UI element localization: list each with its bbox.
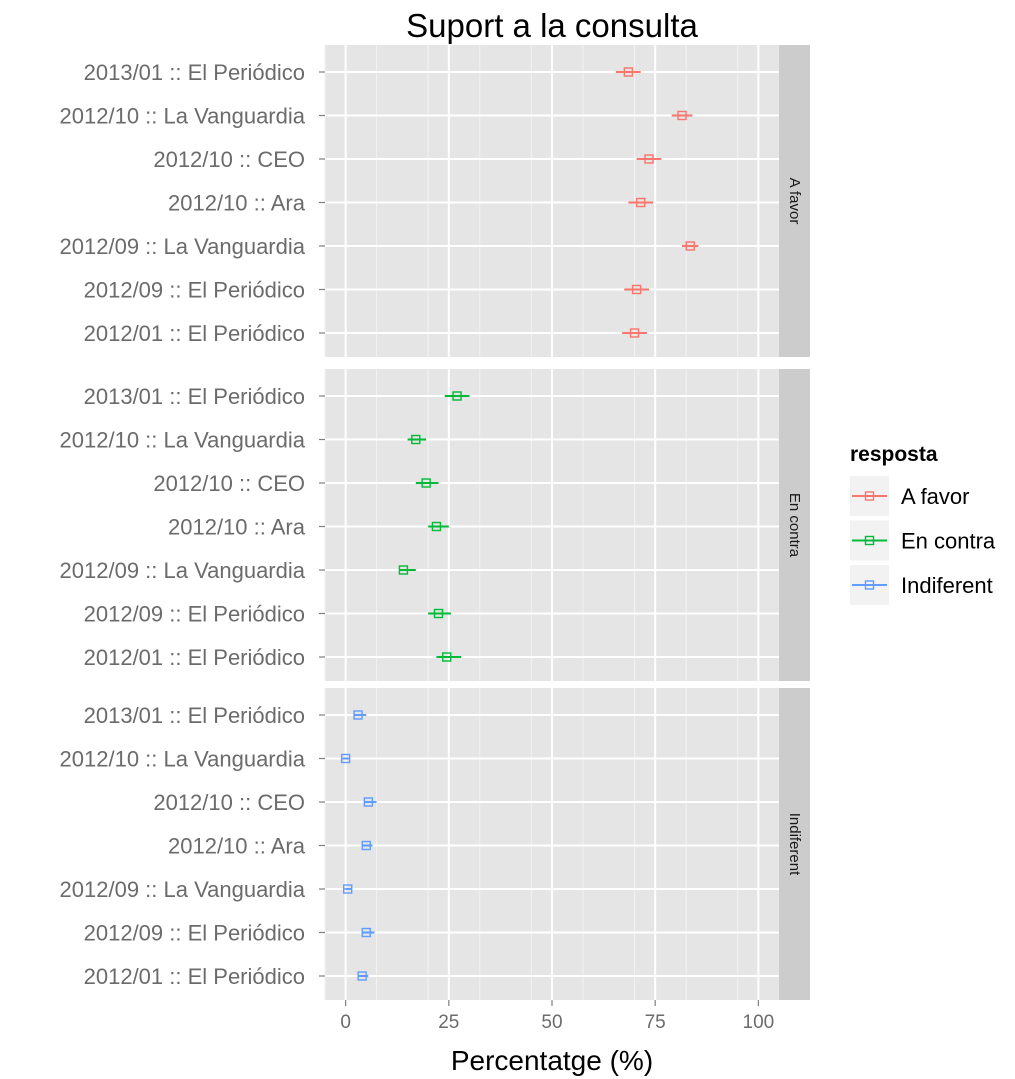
facet-strip-label: A favor	[786, 178, 803, 225]
x-tick-label: 75	[645, 1012, 666, 1033]
y-tick-label: 2012/10 :: La Vanguardia	[60, 747, 306, 772]
y-tick-label: 2012/09 :: El Periódico	[84, 921, 305, 946]
facet-strip	[779, 688, 810, 1000]
x-tick-label: 100	[743, 1012, 775, 1033]
facet-strip-label: En contra	[786, 493, 803, 558]
y-tick-label: 2012/09 :: La Vanguardia	[60, 877, 306, 902]
y-tick-label: 2012/10 :: CEO	[153, 790, 305, 815]
facet-strip	[779, 45, 810, 357]
y-tick-label: 2012/10 :: La Vanguardia	[60, 104, 306, 129]
y-tick-label: 2012/01 :: El Periódico	[84, 645, 305, 670]
y-tick-label: 2012/10 :: CEO	[153, 147, 305, 172]
x-axis-label: Percentatge (%)	[451, 1045, 653, 1076]
y-tick-label: 2012/10 :: Ara	[168, 515, 306, 540]
y-tick-label: 2012/10 :: CEO	[153, 471, 305, 496]
facet-strip-label: Indiferent	[786, 813, 803, 876]
legend-label: A favor	[901, 484, 969, 509]
y-tick-label: 2012/09 :: El Periódico	[84, 602, 305, 627]
y-tick-label: 2012/09 :: La Vanguardia	[60, 558, 306, 583]
x-axis: 0 25 50 75 100	[340, 1000, 774, 1033]
y-tick-label: 2012/01 :: El Periódico	[84, 964, 305, 989]
y-tick-label: 2012/09 :: La Vanguardia	[60, 234, 306, 259]
x-tick-label: 50	[541, 1012, 562, 1033]
y-tick-label: 2013/01 :: El Periódico	[84, 60, 305, 85]
legend-title: resposta	[850, 443, 938, 466]
legend-key-symbol	[864, 491, 875, 501]
legend: resposta A favor En contra Indiferent	[850, 443, 996, 605]
y-tick-label: 2012/10 :: Ara	[168, 834, 306, 859]
legend-key-symbol	[864, 580, 875, 590]
y-tick-label: 2012/10 :: La Vanguardia	[60, 428, 306, 453]
y-tick-label: 2012/10 :: Ara	[168, 191, 306, 216]
facet-strip	[779, 369, 810, 681]
y-tick-label: 2012/09 :: El Periódico	[84, 278, 305, 303]
y-tick-label: 2013/01 :: El Periódico	[84, 384, 305, 409]
legend-key-symbol	[864, 535, 875, 546]
x-tick-label: 0	[340, 1012, 351, 1033]
y-tick-label: 2012/01 :: El Periódico	[84, 321, 305, 346]
x-tick-label: 25	[438, 1012, 459, 1033]
legend-label: En contra	[901, 529, 996, 554]
y-tick-label: 2013/01 :: El Periódico	[84, 703, 305, 728]
chart-title: Suport a la consulta	[406, 7, 698, 44]
legend-label: Indiferent	[901, 573, 993, 598]
